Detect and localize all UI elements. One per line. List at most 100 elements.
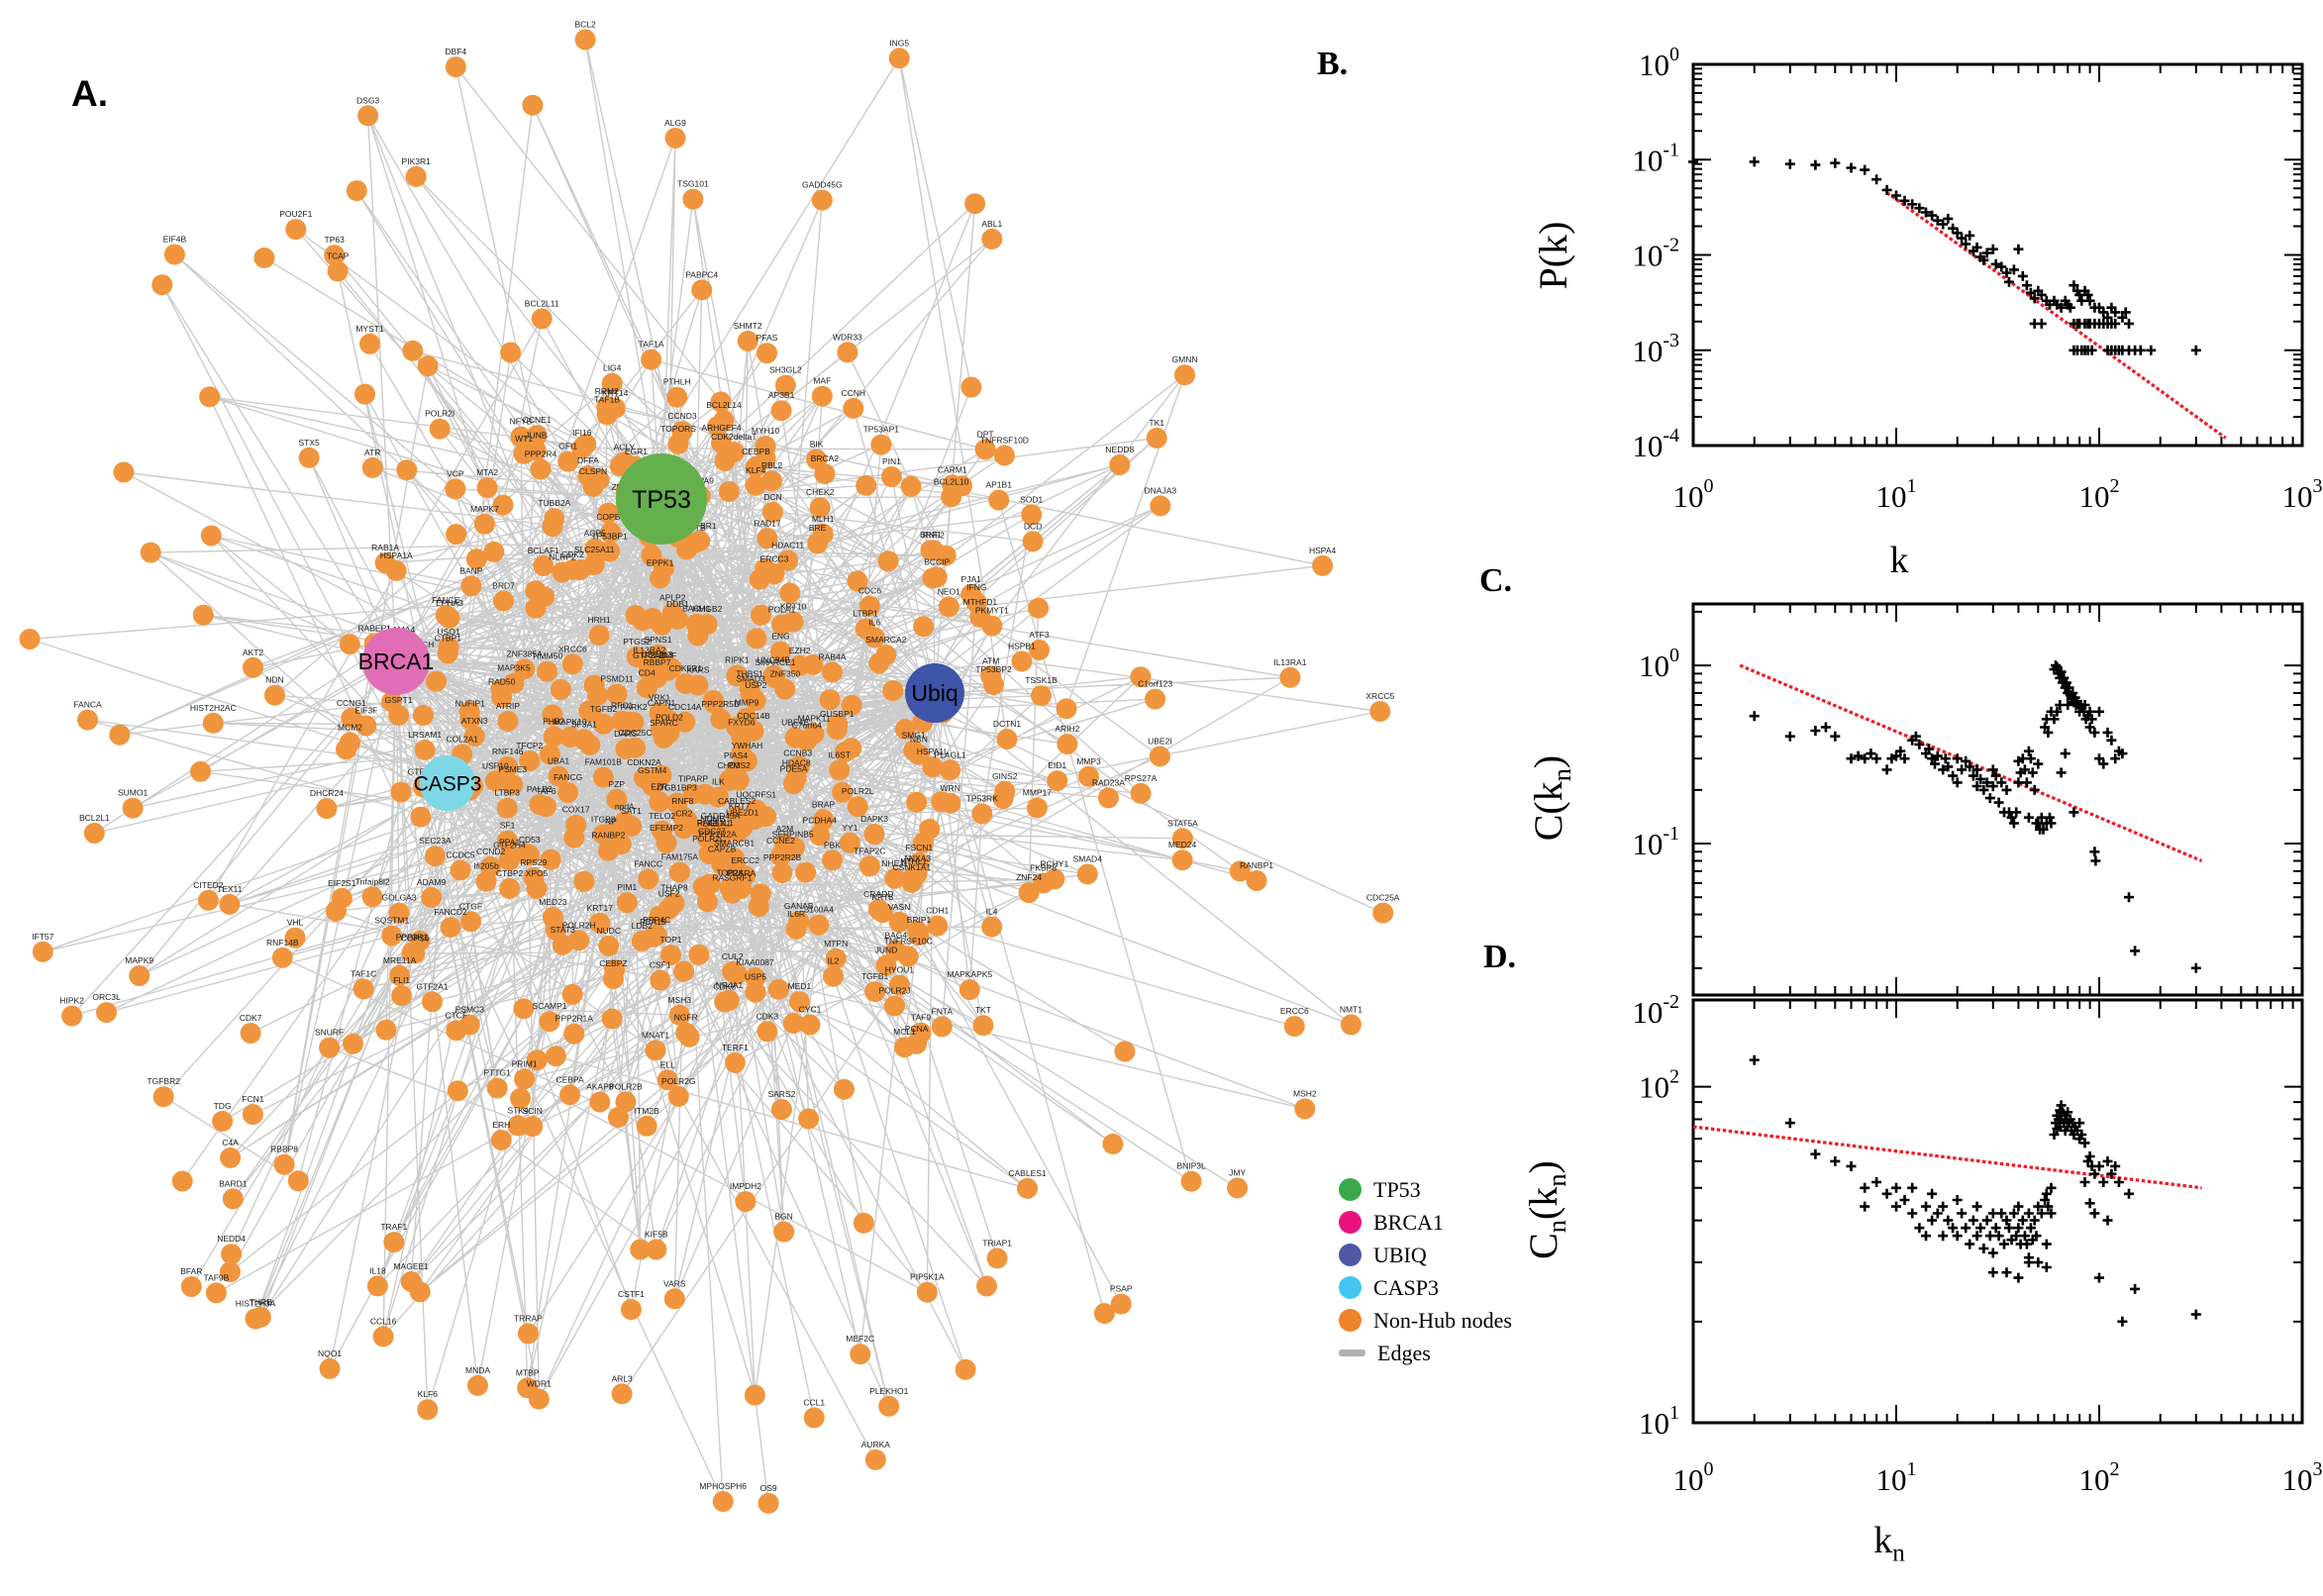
network-node	[531, 308, 553, 330]
network-node	[346, 180, 367, 202]
network-node	[656, 832, 677, 853]
network-node	[1130, 666, 1152, 688]
network-node	[557, 782, 579, 803]
network-node	[1109, 454, 1131, 475]
network-node-label: BCCIP	[924, 557, 950, 567]
network-node-label: RRM2	[595, 386, 619, 396]
network-node-label: ZNF350	[769, 669, 800, 679]
network-node-label: CTBP1	[435, 634, 462, 644]
legend-item-label: BRCA1	[1373, 1209, 1444, 1235]
network-node-label: GSPT1	[385, 695, 413, 705]
network-node	[761, 470, 783, 492]
network-node	[1180, 1170, 1202, 1192]
network-node	[522, 94, 544, 116]
network-node	[1078, 765, 1099, 787]
network-node	[654, 557, 674, 579]
network-node-label: NR4A1	[716, 980, 744, 990]
network-node	[863, 627, 885, 648]
network-node-label: VHL	[287, 918, 304, 928]
network-node-label: PCNA	[905, 1024, 929, 1034]
network-node	[355, 715, 377, 737]
network-node-label: RCHY1	[1040, 858, 1068, 868]
network-node	[813, 809, 834, 831]
network-node-label: HIST2H3A	[236, 1299, 276, 1309]
network-node	[785, 919, 807, 940]
network-node	[548, 765, 569, 787]
network-node	[878, 1395, 900, 1417]
tick-label: 101	[1639, 1402, 1679, 1441]
tick-label: 101	[1876, 475, 1917, 514]
network-node	[515, 843, 537, 864]
network-node-label: ATRIP	[496, 701, 521, 711]
network-node-label: BARD1	[219, 1178, 248, 1188]
network-node	[325, 900, 347, 922]
network-node-label: LRSAM1	[408, 730, 442, 740]
network-node	[972, 1015, 994, 1037]
network-node	[61, 1005, 83, 1027]
network-node-label: ZNF24	[1016, 872, 1042, 882]
network-node	[710, 708, 732, 730]
network-node-label: CDC14B	[737, 711, 770, 721]
network-node	[463, 726, 485, 747]
network-node-label: ITM2B	[635, 1106, 659, 1116]
network-node-label: AURKA	[861, 1440, 891, 1449]
network-node	[375, 1019, 397, 1041]
network-node-label: PIAS4	[724, 750, 748, 760]
network-node	[601, 372, 623, 394]
network-node	[460, 575, 482, 597]
network-node-label: TP53RK	[966, 793, 998, 803]
network-node	[839, 832, 860, 853]
network-node-label: AP3B1	[768, 390, 795, 400]
network-node	[537, 660, 558, 682]
network-node-label: BIK	[810, 440, 824, 449]
network-node	[651, 764, 672, 786]
network-node-label: WDR33	[833, 332, 862, 342]
network-node-label: RANBP2	[591, 831, 625, 841]
network-node-label: ATR	[364, 448, 380, 457]
network-node-label: TNFRSF10C	[884, 937, 933, 947]
network-node-label: ENG	[771, 632, 789, 642]
network-node-label: ALG9	[664, 118, 686, 128]
network-node	[603, 822, 625, 843]
network-node	[650, 969, 671, 991]
network-node	[545, 1046, 566, 1067]
network-node	[510, 1087, 531, 1109]
network-node-label: IL6	[868, 617, 880, 627]
network-node-label: BGN	[774, 1212, 792, 1222]
network-node	[152, 1086, 174, 1108]
network-node	[996, 729, 1018, 749]
network-node	[604, 958, 626, 980]
network-node-label: IMPDH2	[730, 1181, 761, 1191]
network-node-label: USP5	[745, 972, 766, 982]
network-nodes	[19, 29, 1394, 1514]
network-node-label: SMAD3	[736, 673, 765, 683]
network-node	[563, 827, 585, 848]
network-node	[850, 1344, 871, 1365]
network-node-label: NEO1	[938, 586, 960, 596]
tick-label: 100	[1639, 645, 1679, 683]
network-node-label: POU2F1	[279, 209, 312, 219]
network-node	[822, 661, 843, 683]
network-node-label: RNF2	[923, 530, 945, 540]
network-node-label: EPHA3	[436, 598, 463, 608]
network-node	[912, 832, 934, 853]
network-node	[199, 386, 221, 408]
network-node-label: TAF1A	[639, 340, 664, 349]
network-node	[497, 710, 519, 732]
network-node-label: MAPK7	[470, 504, 499, 514]
scatter-points	[1749, 660, 2201, 973]
network-node-label: PLK3	[697, 818, 718, 828]
network-node	[240, 1023, 261, 1044]
network-node	[222, 1188, 244, 1210]
network-node	[663, 1288, 685, 1310]
network-node	[660, 657, 682, 679]
network-node	[726, 716, 748, 738]
network-node	[649, 905, 670, 927]
network-node	[755, 558, 776, 580]
network-node-label: EFEMP2	[650, 823, 683, 833]
network-node	[718, 481, 740, 502]
network-node	[357, 105, 379, 127]
network-node	[931, 791, 953, 813]
network-node-label: ERH	[492, 1120, 510, 1130]
network-node-label: POLA1	[768, 605, 796, 615]
